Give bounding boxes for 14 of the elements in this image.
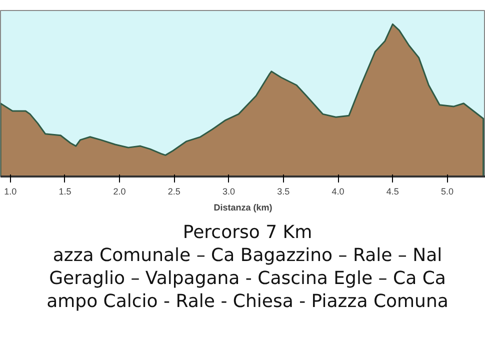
x-tick-label: 2.5 [168,186,180,196]
text: ampo Calcio - Rale - Chiesa - Piazza Comuna [46,290,450,313]
x-tick-label: 1.5 [58,186,72,196]
x-tick-label: 4.5 [386,186,399,196]
x-tick-label: 2.0 [113,186,126,196]
x-tick-label: 3.5 [277,186,290,196]
text: Percorso 7 Km [182,221,314,244]
x-tick-label: 4.0 [332,186,344,196]
text: azza Comunale – Ca Bagazzino – Rale – Nal [52,244,444,267]
x-tick-label: 1.0 [4,186,17,196]
x-tick-label: 5.0 [441,186,454,196]
x-tick-label: 3.0 [222,186,236,196]
x-axis-title: Distanza (km) [214,202,272,212]
text: Geraglio – Valpagana - Cascina Egle – Ca Ca [48,267,447,290]
